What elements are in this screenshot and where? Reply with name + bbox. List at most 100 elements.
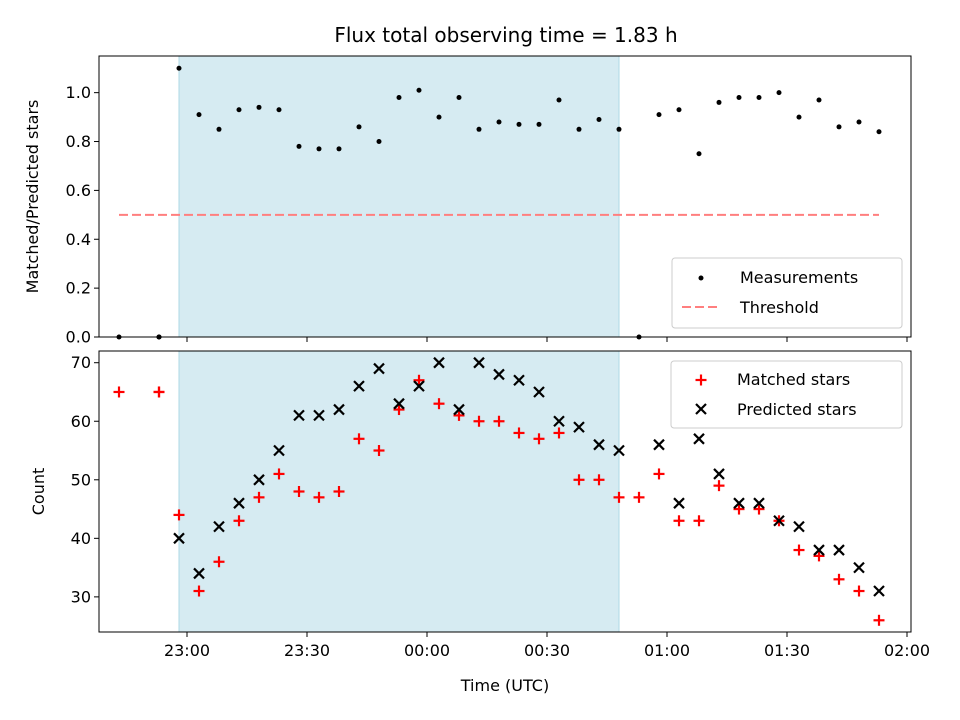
matched-star-point	[833, 573, 845, 585]
measurement-point	[236, 107, 242, 113]
y-tick-label: 0.4	[66, 230, 91, 249]
predicted-star-point	[353, 380, 365, 392]
ratio-y-axis-label: Matched/Predicted stars	[23, 100, 42, 294]
matched-star-point	[113, 386, 125, 398]
matched-star-point	[173, 509, 185, 521]
predicted-star-point	[213, 520, 225, 533]
y-tick-label: 50	[71, 470, 91, 489]
matched-star-point	[353, 433, 365, 445]
predicted-star-point	[193, 567, 205, 580]
measurement-point	[496, 119, 502, 125]
predicted-star-point	[593, 438, 605, 451]
x-tick-label: 00:30	[524, 641, 570, 660]
measurement-point	[856, 119, 862, 125]
measurement-point	[316, 146, 322, 152]
matched-star-point	[873, 614, 885, 626]
ratio-panel-frame	[98, 55, 912, 338]
matched-star-point	[793, 544, 805, 556]
measurement-point	[416, 87, 422, 93]
measurement-point	[576, 126, 582, 132]
measurement-point	[756, 95, 762, 101]
predicted-star-point	[733, 497, 745, 509]
count-panel-frame	[98, 350, 912, 633]
measurement-point	[676, 107, 682, 113]
observing-window	[178, 55, 620, 338]
measurement-point	[376, 139, 382, 145]
measurement-point	[536, 121, 542, 127]
predicted-star-point	[573, 421, 585, 433]
predicted-star-point	[413, 380, 425, 392]
predicted-star-point	[673, 497, 685, 509]
measurement-point	[876, 129, 882, 135]
predicted-star-point	[773, 514, 785, 527]
matched-star-point	[513, 427, 525, 439]
matched-star-point	[393, 404, 405, 416]
predicted-star-point	[753, 497, 765, 509]
x-tick-label: 23:30	[284, 641, 330, 660]
measurement-point	[656, 112, 662, 118]
measurement-point	[436, 114, 442, 120]
matched-star-point	[633, 491, 645, 503]
matched-star-point	[753, 503, 765, 515]
y-tick-label: 40	[71, 529, 91, 548]
predicted-star-point	[513, 374, 525, 387]
predicted-star-point	[693, 433, 705, 445]
predicted-star-point	[813, 544, 825, 556]
matched-star-point	[233, 515, 245, 527]
matched-star-point	[313, 491, 325, 503]
matched-star-point	[193, 585, 205, 597]
x-tick-label: 02:00	[884, 641, 930, 660]
matched-star-point	[533, 433, 545, 445]
observing-window	[178, 350, 620, 633]
ratio-legend: Measurements Threshold	[671, 257, 903, 329]
predicted-star-point	[553, 415, 565, 428]
predicted-star-point	[233, 497, 245, 509]
predicted-star-point	[473, 356, 485, 369]
predicted-star-point	[533, 386, 545, 398]
predicted-star-point	[713, 468, 725, 480]
legend-predicted-glyph	[695, 403, 707, 415]
legend-threshold-label: Threshold	[739, 298, 819, 317]
matched-star-point	[473, 415, 485, 427]
predicted-star-point	[653, 438, 665, 451]
matched-star-point	[293, 486, 305, 497]
predicted-star-point	[433, 356, 445, 369]
predicted-star-point	[173, 532, 185, 545]
matched-star-point	[813, 550, 825, 562]
predicted-star-point	[873, 585, 885, 597]
y-tick-label: 0.0	[66, 328, 91, 347]
measurement-point	[776, 90, 782, 96]
matched-star-point	[453, 409, 465, 421]
measurement-point	[276, 107, 282, 113]
matched-star-point	[673, 515, 685, 527]
y-tick-label: 1.0	[66, 83, 91, 102]
predicted-star-point	[313, 409, 325, 422]
predicted-star-point	[273, 444, 285, 457]
legend-measurements-marker	[698, 275, 704, 281]
legend-predicted-marker	[695, 403, 707, 415]
measurement-point	[336, 146, 342, 152]
y-tick-label: 30	[71, 587, 91, 606]
predicted-star-point	[493, 368, 505, 381]
measurement-point	[356, 124, 362, 130]
measurement-point	[256, 104, 262, 110]
predicted-star-point	[253, 474, 265, 486]
x-tick-label: 01:30	[764, 641, 810, 660]
measurement-point	[556, 97, 562, 103]
measurement-point	[696, 151, 702, 157]
measurement-point	[816, 97, 822, 103]
matched-star-point	[413, 374, 425, 386]
measurement-point	[836, 124, 842, 130]
matched-star-point	[373, 445, 385, 457]
measurement-point	[796, 114, 802, 120]
predicted-star-point	[613, 444, 625, 457]
matched-star-point	[253, 491, 265, 503]
legend-matched-label: Matched stars	[737, 370, 850, 389]
matched-star-point	[853, 585, 865, 597]
matched-star-point	[693, 515, 705, 527]
count-y-axis-label: Count	[29, 468, 48, 516]
legend-matched-glyph	[695, 374, 707, 386]
y-tick-label: 60	[71, 412, 91, 431]
y-tick-label: 0.2	[66, 279, 91, 298]
